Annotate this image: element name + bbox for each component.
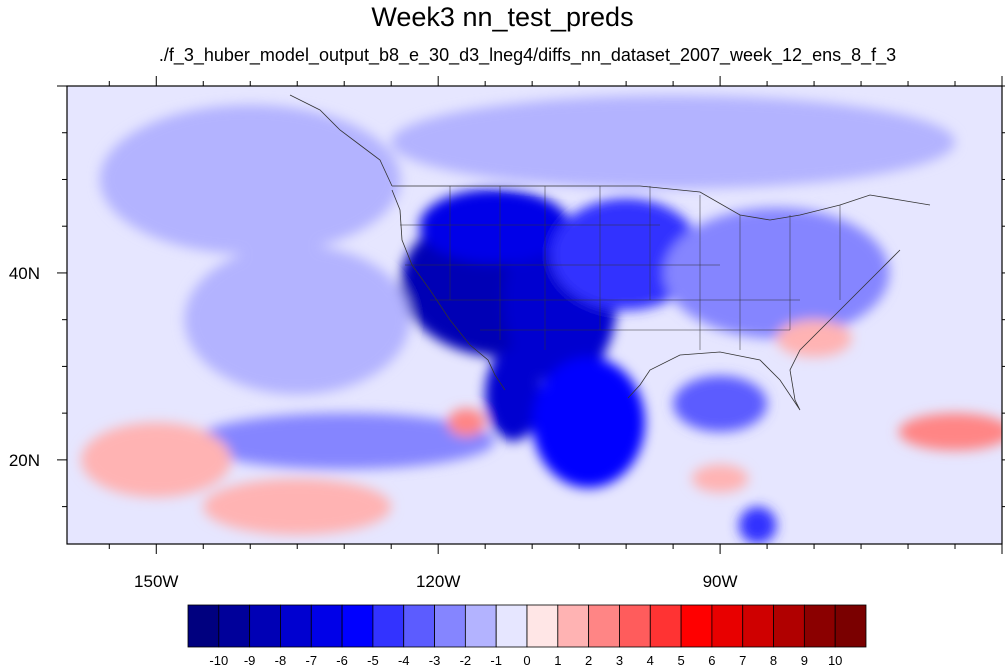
region-gulf	[673, 375, 768, 432]
colorbar-label: 3	[616, 653, 623, 668]
colorbar-swatch	[280, 604, 312, 648]
colorbar-swatch	[619, 604, 651, 648]
region-canada	[391, 95, 956, 189]
axis-ticks: 150W 120W 90W 40N 20N	[9, 76, 1005, 591]
colorbar-label: 6	[708, 653, 715, 668]
colorbar-swatch	[310, 604, 343, 648]
y-tick-label: 20N	[9, 451, 40, 470]
colorbar-swatch	[341, 604, 374, 648]
colorbar-label: -1	[490, 653, 502, 668]
y-tick-label: 40N	[9, 264, 40, 283]
east-gulf-coast-line	[627, 249, 901, 411]
alaska-bc-coast-line	[289, 94, 393, 187]
colorbar-swatch	[526, 604, 559, 648]
plot-title: Week3 nn_test_preds	[371, 2, 634, 32]
colorbar-swatch	[464, 604, 497, 648]
region-northwest	[419, 188, 570, 264]
colorbar-label: -7	[305, 653, 317, 668]
colorbar-swatch	[372, 604, 405, 648]
state-boundaries	[400, 186, 841, 350]
colorbar-swatch	[495, 604, 528, 648]
colorbar-label: -9	[244, 653, 256, 668]
colorbar-swatch	[649, 604, 682, 648]
colorbar-swatch	[742, 604, 774, 648]
colorbar-label: 10	[828, 653, 842, 668]
region-atlantic-pink2	[776, 319, 852, 358]
colorbar-label: -4	[398, 653, 410, 668]
plot-subtitle: ./f_3_huber_model_output_b8_e_30_d3_lneg…	[158, 45, 897, 65]
colorbar-label: 5	[677, 653, 684, 668]
colorbar-swatch	[803, 604, 836, 648]
region-pacific-south	[193, 413, 495, 470]
colorbar-label: -2	[460, 653, 472, 668]
map-field	[67, 86, 1002, 544]
colorbar-swatch	[403, 604, 435, 648]
region-plains	[550, 198, 702, 311]
map-frame	[66, 85, 1003, 545]
anomaly-regions	[81, 95, 1002, 544]
colorbar-label: -6	[336, 653, 348, 668]
colorbar-label: -5	[367, 653, 379, 668]
region-east-us	[663, 207, 890, 339]
colorbar: -10 -9 -8 -7 -6 -5 -4 -3 -2 -1 0 1 2 3 4 5 6 7 8 9 10	[187, 604, 867, 668]
region-caribbean-pink	[691, 464, 749, 493]
colorbar-swatch	[218, 604, 251, 648]
region-pacific-pink-s	[203, 478, 392, 535]
colorbar-swatch	[773, 604, 805, 648]
colorbar-label: -8	[275, 653, 287, 668]
region-central-am	[738, 506, 777, 544]
region-baja	[485, 347, 542, 442]
region-atlantic-pink	[898, 413, 1002, 451]
region-pacific-pink-sw	[81, 422, 232, 498]
colorbar-swatch	[249, 604, 281, 648]
colorbar-label: 4	[647, 653, 654, 668]
state-lines-ns	[449, 186, 841, 350]
x-tick-label: 120W	[416, 572, 460, 591]
colorbar-label: -10	[209, 653, 228, 668]
region-mexico	[532, 357, 645, 488]
colorbar-label: 9	[801, 653, 808, 668]
colorbar-label: 1	[554, 653, 561, 668]
colorbar-label: 0	[523, 653, 530, 668]
state-lines-ew	[400, 224, 800, 331]
colorbar-swatch	[434, 604, 466, 648]
colorbar-label: 2	[585, 653, 592, 668]
x-tick-label: 90W	[703, 572, 738, 591]
northern-border-line	[392, 185, 931, 221]
colorbar-label: 7	[739, 653, 746, 668]
region-pacific-mid	[184, 244, 410, 395]
x-tick-label: 150W	[134, 572, 178, 591]
colorbar-label: 8	[770, 653, 777, 668]
region-baja-coast-pink	[447, 408, 486, 437]
colorbar-swatch	[187, 604, 220, 648]
colorbar-swatch	[557, 604, 590, 648]
colorbar-swatch	[711, 604, 744, 648]
colorbar-swatch	[588, 604, 620, 648]
colorbar-label: -3	[429, 653, 441, 668]
colorbar-swatch	[834, 604, 867, 648]
colorbar-swatch	[680, 604, 713, 648]
region-nw-pacific	[99, 104, 401, 255]
